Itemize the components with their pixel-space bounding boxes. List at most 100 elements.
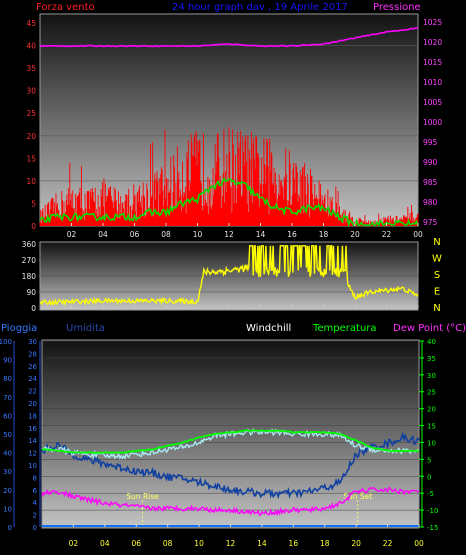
pressure-tick-label: 995 <box>423 138 438 147</box>
direction-tick-label: 360 <box>22 240 37 249</box>
humidity-tick-label: 90 <box>3 357 12 365</box>
temp-tick-label: 30 <box>427 372 436 380</box>
pressure-series <box>39 27 419 48</box>
wind-x-tick-label: 20 <box>350 230 360 239</box>
temp-x-tick-label: 12 <box>226 539 236 548</box>
pressure-tick-label: 1010 <box>423 78 442 87</box>
windchill-series <box>41 427 420 460</box>
direction-tick-label: 90 <box>26 288 36 297</box>
rain-tick-label: 28 <box>28 350 37 358</box>
compass-label: N <box>433 237 440 248</box>
rain-tick-label: 10 <box>28 462 37 470</box>
temperature-series <box>41 429 420 454</box>
wind-tick-label: 10 <box>26 177 36 186</box>
sunrise-label: Sun Rise <box>126 492 159 501</box>
wind-tick-label: 30 <box>26 87 36 96</box>
sunset-label: Sun Set <box>343 492 372 501</box>
temp-tick-label: 15 <box>427 423 436 431</box>
rain-tick-label: 6 <box>33 487 38 495</box>
pressure-tick-label: 1025 <box>423 18 442 27</box>
humidity-tick-label: 70 <box>3 394 12 402</box>
temp-x-tick-label: 16 <box>289 539 299 548</box>
temp-x-tick-label: 18 <box>320 539 330 548</box>
temp-tick-label: -10 <box>427 507 438 515</box>
temp-tick-label: -15 <box>427 524 438 532</box>
temp-x-tick-label: 08 <box>163 539 173 548</box>
direction-tick-label: 270 <box>22 256 37 265</box>
temp-tick-label: 40 <box>427 338 436 346</box>
wind-x-tick-label: 06 <box>130 230 140 239</box>
wind-x-tick-label: 12 <box>224 230 234 239</box>
humidity-tick-label: 60 <box>3 412 12 420</box>
legend-temperature: Temperatura <box>312 323 377 334</box>
wind-x-tick-label: 18 <box>319 230 329 239</box>
temp-tick-label: 35 <box>427 355 436 363</box>
temp-tick-label: 5 <box>427 456 431 464</box>
temp-x-tick-label: 00 <box>414 539 424 548</box>
humidity-tick-label: 50 <box>3 431 12 439</box>
wind-x-tick-label: 04 <box>98 230 108 239</box>
rain-tick-label: 20 <box>28 400 37 408</box>
temp-x-tick-label: 06 <box>131 539 141 548</box>
rain-tick-label: 18 <box>28 412 37 420</box>
chart-marks: 0510152025303540459759809859909951000100… <box>0 18 442 548</box>
pressure-tick-label: 975 <box>423 218 438 227</box>
temp-x-tick-label: 22 <box>383 539 393 548</box>
wind-axis-label: Forza vento <box>36 2 95 13</box>
pressure-axis-label: Pressione <box>373 2 421 13</box>
wind-tick-label: 25 <box>26 109 36 118</box>
rain-tick-label: 8 <box>33 474 37 482</box>
rain-tick-label: 14 <box>28 437 37 445</box>
rain-tick-label: 26 <box>28 363 37 371</box>
pressure-tick-label: 1005 <box>423 98 442 107</box>
wind-x-tick-label: 02 <box>67 230 77 239</box>
legend-windchill: Windchill <box>246 323 291 334</box>
wind-tick-label: 45 <box>26 19 36 28</box>
compass-label: E <box>434 287 440 298</box>
wind-x-tick-label: 22 <box>382 230 392 239</box>
humidity-tick-label: 100 <box>0 338 12 346</box>
temp-tick-label: 25 <box>427 389 436 397</box>
direction-tick-label: 180 <box>22 272 37 281</box>
rain-tick-label: 16 <box>28 425 37 433</box>
wind-x-tick-label: 08 <box>161 230 171 239</box>
wind-tick-label: 5 <box>31 199 36 208</box>
chart-title: 24 hour graph dav , 19 Aprile 2017 <box>172 2 348 13</box>
rain-tick-label: 30 <box>28 338 37 346</box>
legend-humidity: Umidita <box>66 323 105 334</box>
pressure-tick-label: 1020 <box>423 38 442 47</box>
rain-tick-label: 2 <box>33 512 37 520</box>
temp-x-tick-label: 20 <box>351 539 361 548</box>
temp-tick-label: 0 <box>427 473 431 481</box>
wind-x-tick-label: 16 <box>287 230 297 239</box>
humidity-tick-label: 10 <box>3 505 12 513</box>
pressure-tick-label: 980 <box>423 198 438 207</box>
humidity-tick-label: 20 <box>3 487 12 495</box>
wind-tick-label: 35 <box>26 64 36 73</box>
compass-label: W <box>432 254 442 265</box>
temp-tick-label: 20 <box>427 406 436 414</box>
wind-tick-label: 0 <box>31 222 36 231</box>
legend-rain: Pioggia <box>1 323 37 334</box>
humidity-series <box>41 431 420 500</box>
wind-tick-label: 40 <box>26 42 36 51</box>
compass-label: S <box>434 270 440 281</box>
temp-x-tick-label: 02 <box>69 539 79 548</box>
temp-x-tick-label: 14 <box>257 539 267 548</box>
wind-x-tick-label: 14 <box>256 230 266 239</box>
rain-tick-label: 24 <box>28 375 37 383</box>
direction-tick-label: 0 <box>31 304 36 313</box>
rain-tick-label: 12 <box>28 450 37 458</box>
humidity-tick-label: 0 <box>8 524 12 532</box>
wind-x-tick-label: 10 <box>193 230 203 239</box>
temp-tick-label: -5 <box>427 490 434 498</box>
humidity-tick-label: 40 <box>3 450 12 458</box>
temp-x-tick-label: 10 <box>194 539 204 548</box>
wind-tick-label: 15 <box>26 154 36 163</box>
pressure-tick-label: 1015 <box>423 58 442 67</box>
wind-tick-label: 20 <box>26 132 36 141</box>
wind-x-tick-label: 00 <box>413 230 423 239</box>
wind-direction-series <box>39 245 419 307</box>
dewpoint-series <box>41 486 420 517</box>
